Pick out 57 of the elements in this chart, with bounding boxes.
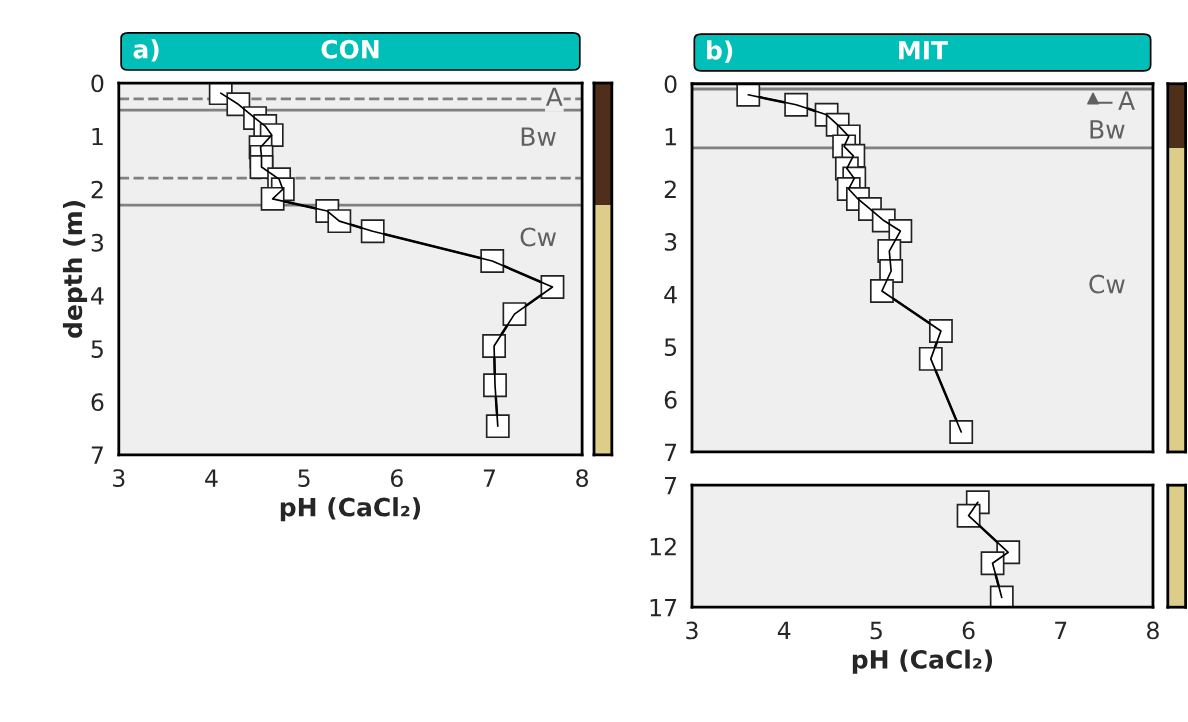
point (360, 219, 385, 244)
x-tick-label: 5 (870, 621, 882, 640)
y-tick-label: 3 (91, 233, 104, 252)
x-axis-title: pH (CaCl₂) (280, 497, 421, 522)
y-tick-label: 7 (665, 443, 677, 461)
y-tick-label: 1 (665, 128, 676, 146)
point (918, 346, 943, 371)
text: a) (133, 39, 159, 62)
chart-title: CON (321, 39, 379, 59)
x-tick-label: 6 (962, 621, 975, 640)
y-tick-label: 4 (664, 285, 677, 304)
x-tick-label: 8 (1147, 621, 1159, 640)
point (482, 334, 507, 358)
annotation: Cw (520, 227, 557, 247)
point (928, 319, 953, 343)
point (327, 209, 352, 234)
y-tick-label: 5 (664, 338, 677, 357)
text: b) (707, 40, 733, 63)
y-tick-label: 1 (92, 127, 103, 146)
x-tick-label: 8 (576, 469, 589, 488)
y-tick-label: 2 (664, 180, 676, 198)
y-tick-label: 6 (664, 390, 677, 409)
y-tick-label: 0 (664, 75, 677, 94)
annotation: Bw (521, 127, 556, 146)
annotation: A (1118, 91, 1135, 110)
x-tick-label: 5 (298, 469, 310, 488)
y-tick-label: 12 (650, 537, 676, 556)
x-tick-label: 3 (686, 621, 698, 640)
point (784, 92, 809, 117)
chart-title: MIT (899, 41, 948, 60)
point (485, 414, 510, 439)
point (260, 186, 285, 211)
point (736, 83, 761, 107)
annotation: A (545, 87, 563, 106)
point (956, 503, 981, 528)
y-tick-label: 5 (91, 340, 103, 358)
x-tick-label: 7 (1055, 621, 1067, 640)
annotation: Cw (1089, 274, 1125, 294)
point (949, 420, 974, 444)
y-tick-label: 6 (91, 393, 104, 412)
x-tick-label: 4 (777, 621, 791, 640)
annotation: Bw (1090, 120, 1125, 139)
x-tick-label: 7 (483, 469, 495, 487)
x-tick-label: 4 (205, 469, 218, 487)
y-tick-label: 0 (91, 74, 104, 93)
x-axis-title: pH (CaCl₂) (852, 649, 993, 674)
y-tick-label: 2 (91, 180, 103, 199)
point (869, 279, 894, 303)
x-tick-label: 6 (390, 469, 403, 488)
point (989, 585, 1014, 608)
point (480, 249, 505, 273)
y-tick-label: 17 (650, 598, 677, 617)
y-axis-title: depth (m) (62, 201, 88, 338)
y-tick-label: 3 (664, 233, 677, 251)
x-tick-label: 3 (113, 469, 125, 488)
y-tick-label: 4 (91, 287, 104, 305)
y-tick-label: 7 (91, 446, 103, 464)
